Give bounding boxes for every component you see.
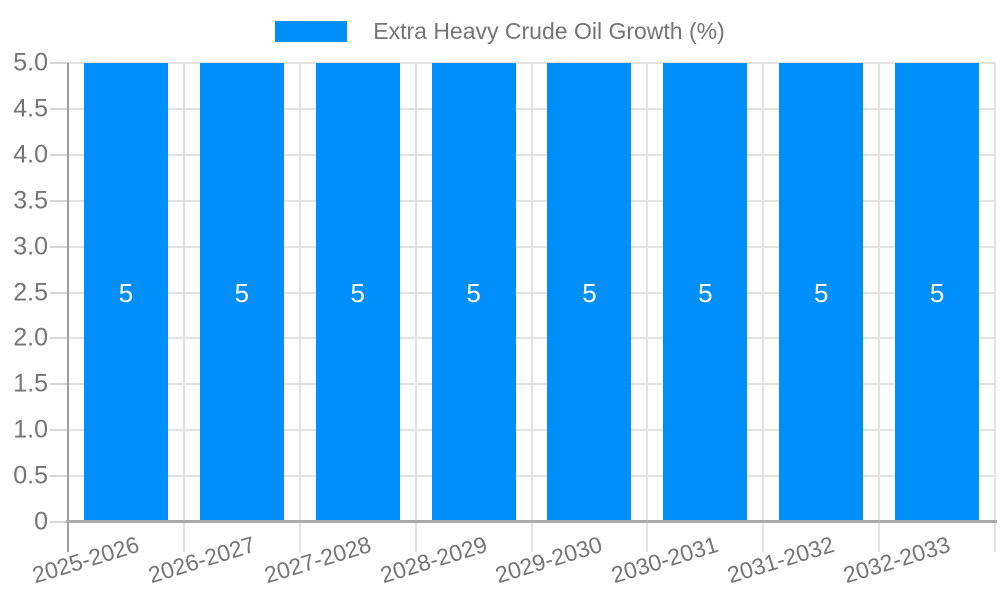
- x-axis-tick-label: 2032-2033: [840, 531, 954, 589]
- bar-2025-2026[interactable]: [83, 63, 168, 522]
- gridline-vertical: [878, 63, 881, 552]
- x-axis-tick-label: 2028-2029: [376, 531, 490, 589]
- gridline-vertical: [646, 63, 649, 552]
- y-axis-tick: [50, 107, 68, 110]
- y-axis-tick: [50, 153, 68, 156]
- bar-value-label: 5: [929, 277, 945, 308]
- gridline-vertical: [298, 63, 301, 552]
- y-axis-tick-label: 1.5: [13, 369, 48, 398]
- gridline-vertical: [182, 63, 185, 552]
- y-axis-tick-label: 4.5: [13, 94, 48, 123]
- x-axis-tick-label: 2031-2032: [724, 531, 838, 589]
- x-axis-tick-label: 2027-2028: [260, 531, 374, 589]
- legend[interactable]: Extra Heavy Crude Oil Growth (%): [0, 20, 1000, 43]
- x-axis-tick-label: 2025-2026: [29, 531, 142, 589]
- bar-value-label: 5: [118, 277, 134, 308]
- y-axis-tick-label: 2.0: [13, 323, 48, 352]
- y-axis-tick-label: 5.0: [13, 48, 48, 77]
- bar-value-label: 5: [234, 277, 250, 308]
- x-axis-tick-label: 2029-2030: [492, 531, 606, 589]
- y-axis-tick-label: 0: [34, 507, 48, 536]
- x-axis-line: [66, 520, 997, 523]
- bar-2029-2030[interactable]: [547, 63, 632, 522]
- y-axis-tick-label: 3.0: [13, 232, 48, 261]
- bar-value-label: 5: [813, 277, 829, 308]
- y-axis-tick: [50, 199, 68, 202]
- y-axis-tick: [50, 337, 68, 340]
- bar-2030-2031[interactable]: [663, 63, 748, 522]
- y-axis-line: [67, 63, 69, 552]
- y-axis-tick-label: 1.0: [13, 415, 48, 444]
- bar-value-label: 5: [350, 277, 365, 308]
- bar-2032-2033[interactable]: [895, 63, 980, 522]
- y-axis-tick: [50, 291, 68, 294]
- gridline-vertical: [414, 63, 417, 552]
- bar-value-label: 5: [582, 277, 597, 308]
- gridline-vertical: [762, 63, 765, 552]
- legend-swatch-icon: [275, 21, 348, 42]
- bar-2028-2029[interactable]: [431, 63, 516, 522]
- y-axis-tick: [50, 475, 68, 478]
- bar-2031-2032[interactable]: [779, 63, 864, 522]
- x-axis-tick-label: 2030-2031: [608, 531, 722, 589]
- legend-label: Extra Heavy Crude Oil Growth (%): [373, 18, 725, 44]
- y-axis-tick: [50, 62, 68, 64]
- bar-2026-2027[interactable]: [199, 63, 284, 522]
- bar-value-label: 5: [466, 277, 481, 308]
- x-axis-tick-label: 2026-2027: [145, 531, 258, 589]
- y-axis-tick-label: 4.0: [13, 140, 48, 169]
- y-axis-tick: [50, 521, 68, 523]
- y-axis-tick-label: 3.5: [13, 186, 48, 215]
- y-axis-tick: [50, 383, 68, 386]
- y-axis-tick-label: 2.5: [13, 278, 48, 306]
- y-axis-tick-label: 0.5: [13, 461, 48, 490]
- y-axis-tick: [50, 429, 68, 432]
- gridline-vertical: [530, 63, 533, 552]
- bar-value-label: 5: [698, 277, 713, 308]
- y-axis-tick: [50, 245, 68, 248]
- gridline-vertical: [994, 63, 996, 552]
- bar-2027-2028[interactable]: [315, 63, 400, 522]
